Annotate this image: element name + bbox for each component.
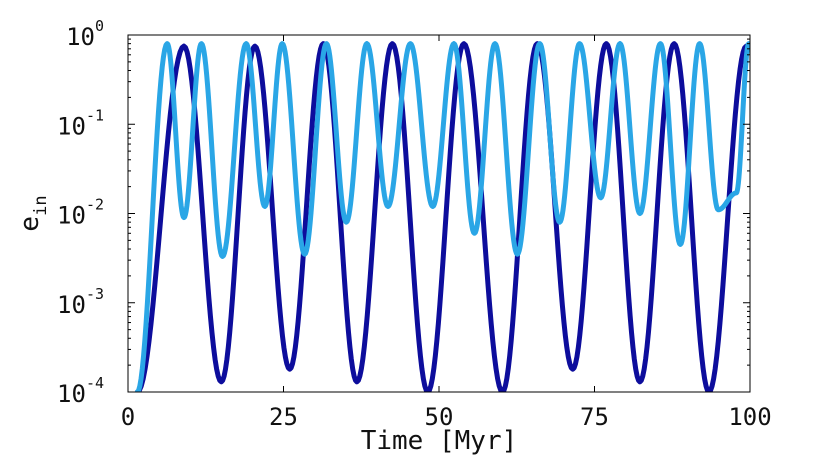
series-line-2 xyxy=(134,41,750,392)
y-tick-label: 10-3 xyxy=(57,285,104,319)
x-tick-label: 50 xyxy=(425,403,454,431)
y-tick-label-exponent: -2 xyxy=(86,196,104,214)
x-axis-title: Time [Myr] xyxy=(361,426,518,456)
y-tick-label-exponent: -4 xyxy=(86,374,104,392)
x-tick-label: 75 xyxy=(580,403,609,431)
x-tick-label: 25 xyxy=(269,403,298,431)
y-tick-label-base: 10 xyxy=(66,23,95,51)
x-tick-label: 0 xyxy=(121,403,135,431)
y-tick-label-base: 10 xyxy=(57,291,86,319)
y-tick-label-exponent: 0 xyxy=(95,17,104,35)
y-axis-title-subscript: in xyxy=(31,195,51,215)
y-tick-label-base: 10 xyxy=(57,380,86,408)
series-layer xyxy=(134,41,750,392)
y-tick-label: 10-4 xyxy=(57,374,104,408)
y-axis-title: ein xyxy=(15,195,51,231)
y-axis-title-base: e xyxy=(15,216,45,232)
y-tick-label: 10-2 xyxy=(57,196,104,230)
y-tick-label-exponent: -3 xyxy=(86,285,104,303)
y-tick-label: 10-1 xyxy=(57,106,104,140)
y-tick-label-exponent: -1 xyxy=(86,106,104,124)
y-tick-label: 100 xyxy=(66,17,104,51)
tick-layer xyxy=(127,34,751,393)
x-tick-label: 100 xyxy=(728,403,771,431)
y-tick-label-base: 10 xyxy=(57,202,86,230)
y-tick-label-base: 10 xyxy=(57,112,86,140)
